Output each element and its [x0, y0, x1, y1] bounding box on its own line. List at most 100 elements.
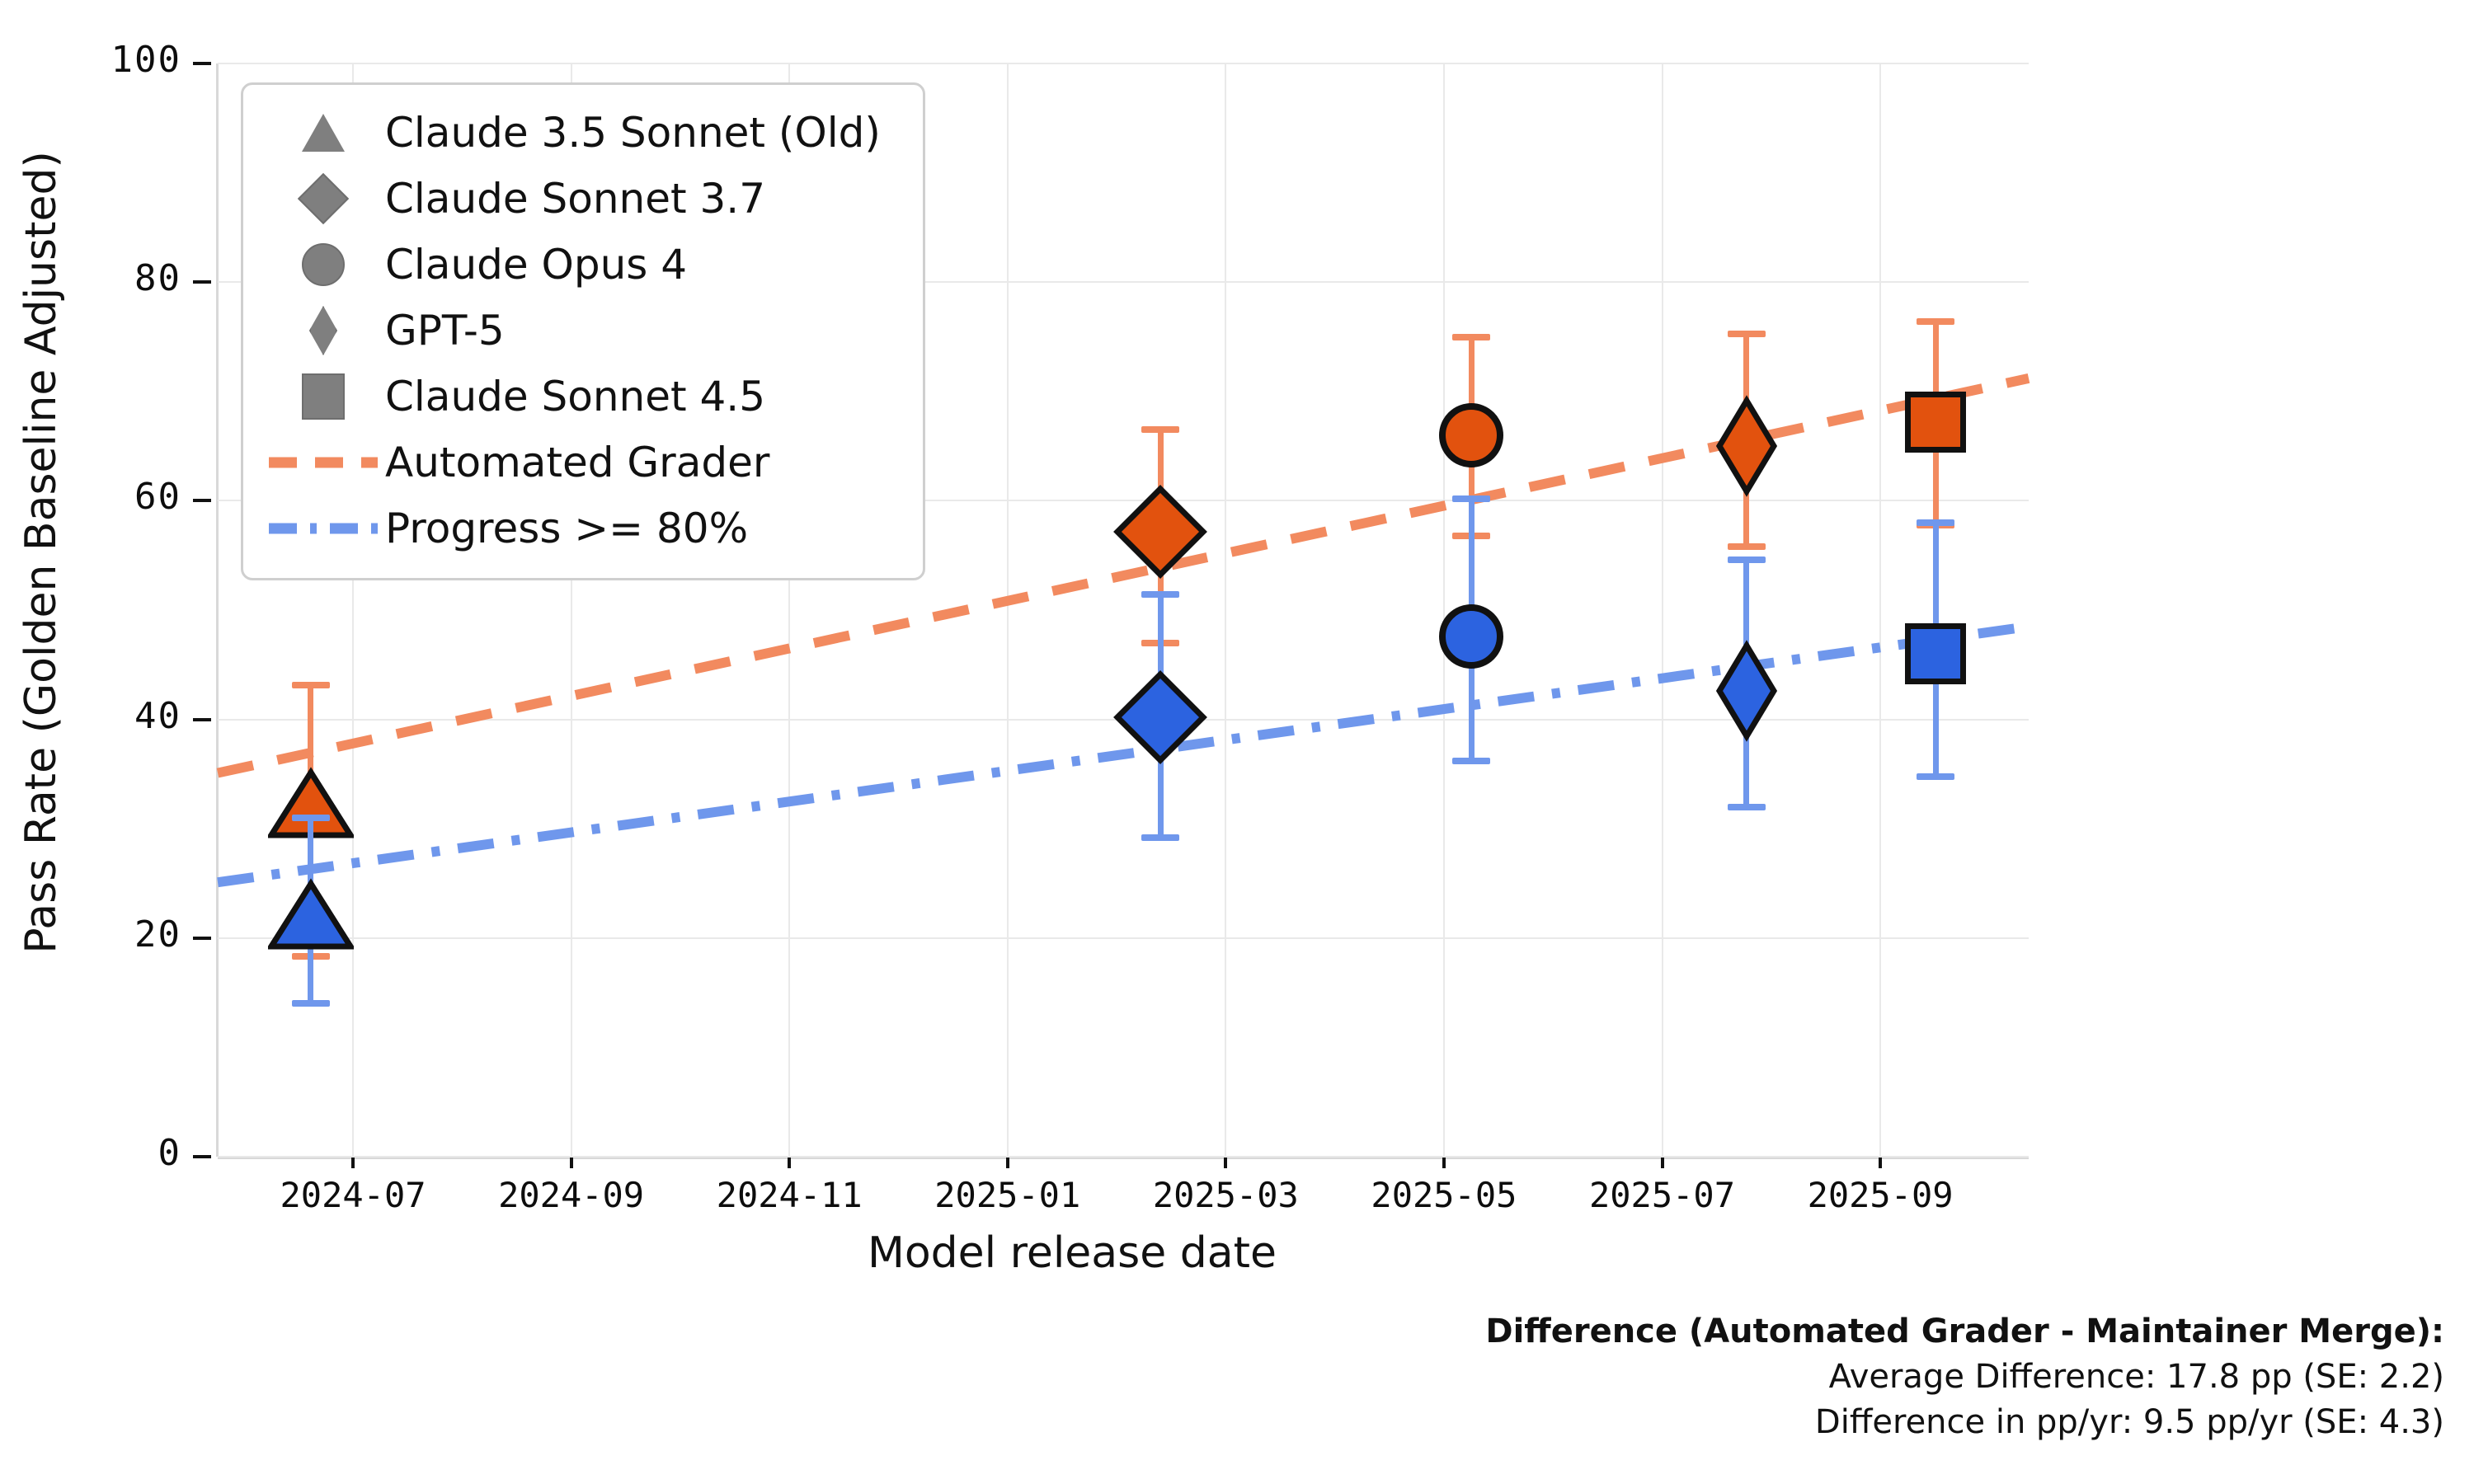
error-bar-cap	[1917, 773, 1955, 780]
y-tick-label: 100	[111, 39, 181, 81]
gridline-vertical	[352, 63, 355, 1157]
legend-item-label: GPT-5	[385, 307, 505, 355]
x-axis-title: Model release date	[867, 1228, 1277, 1278]
gridline-vertical	[1006, 63, 1009, 1157]
chart-legend[interactable]: Claude 3.5 Sonnet (Old) Claude Sonnet 3.7…	[241, 82, 925, 580]
legend-swatch	[309, 306, 337, 355]
difference-annotation: Difference (Automated Grader - Maintaine…	[1485, 1309, 2444, 1446]
triangle-marker-icon	[261, 114, 385, 152]
gridline-vertical	[1225, 63, 1227, 1157]
data-point-thin-diamond	[1714, 395, 1780, 497]
data-point-square	[1905, 391, 1967, 453]
gridline-horizontal	[218, 500, 2029, 502]
data-point-triangle	[267, 878, 354, 950]
y-tick-label: 40	[134, 694, 181, 737]
y-axis-line	[216, 63, 219, 1157]
gridline-horizontal	[218, 937, 2029, 939]
annotation-average-difference: Average Difference: 17.8 pp (SE: 2.2)	[1828, 1358, 2444, 1397]
legend-item-line-dashed[interactable]: Automated Grader	[261, 430, 905, 495]
plot-area	[216, 63, 2030, 1158]
x-tick-mark	[1442, 1157, 1446, 1168]
gridline-vertical	[1661, 63, 1663, 1157]
x-tick-label: 2025-07	[1588, 1175, 1735, 1215]
error-bar-cap	[291, 682, 330, 689]
legend-item-triangle[interactable]: Claude 3.5 Sonnet (Old)	[261, 100, 905, 166]
square-marker-icon	[261, 373, 385, 420]
gridline-vertical	[1879, 63, 1882, 1157]
y-tick-label: 60	[134, 476, 181, 519]
y-tick-mark	[193, 62, 211, 65]
y-tick-mark	[193, 499, 211, 503]
x-axis-line	[218, 1156, 2029, 1159]
x-tick-mark	[351, 1157, 355, 1168]
y-tick-label: 0	[158, 1132, 181, 1174]
error-bar-cap	[1727, 330, 1766, 337]
x-tick-mark	[1660, 1157, 1664, 1168]
x-tick-label: 2025-01	[934, 1175, 1081, 1215]
error-bar-cap	[1917, 317, 1955, 325]
thin-diamond-marker-icon	[261, 306, 385, 355]
error-bar-cap	[1452, 333, 1491, 340]
legend-item-line-dashdot[interactable]: Progress >= 80%	[261, 495, 905, 561]
annotation-heading: Difference (Automated Grader - Maintaine…	[1485, 1313, 2444, 1350]
diamond-marker-icon	[261, 172, 385, 225]
legend-item-diamond[interactable]: Claude Sonnet 3.7	[261, 166, 905, 232]
error-bar-cap	[1452, 495, 1491, 502]
legend-item-label: Claude Sonnet 3.7	[385, 175, 766, 223]
trendline	[217, 621, 2030, 888]
x-tick-mark	[1005, 1157, 1009, 1168]
legend-swatch	[302, 243, 345, 286]
x-tick-label: 2025-03	[1152, 1175, 1299, 1215]
legend-item-label: Claude Opus 4	[385, 241, 688, 289]
error-bar-cap	[1917, 519, 1955, 526]
gridline-horizontal	[218, 281, 2029, 284]
y-tick-mark	[193, 1155, 211, 1158]
error-bar-cap	[1727, 803, 1766, 810]
legend-item-circle[interactable]: Claude Opus 4	[261, 232, 905, 298]
error-bar-cap	[1141, 591, 1180, 599]
gridline-horizontal	[218, 1156, 2029, 1158]
legend-item-thin-diamond[interactable]: GPT-5	[261, 298, 905, 364]
error-bar-cap	[291, 814, 330, 821]
data-point-diamond	[1112, 669, 1209, 766]
data-point-diamond	[1112, 483, 1209, 580]
gridline-horizontal	[218, 63, 2029, 64]
x-tick-label: 2024-11	[716, 1175, 863, 1215]
error-bar-cap	[1141, 426, 1180, 434]
x-tick-label: 2025-09	[1807, 1175, 1954, 1215]
error-bar-cap	[1727, 556, 1766, 563]
y-tick-mark	[193, 717, 211, 721]
x-tick-mark	[1224, 1157, 1228, 1168]
x-tick-mark	[569, 1157, 573, 1168]
data-point-thin-diamond	[1714, 640, 1780, 742]
x-tick-label: 2024-09	[498, 1175, 645, 1215]
gridline-vertical	[570, 63, 572, 1157]
annotation-difference-per-year: Difference in pp/yr: 9.5 pp/yr (SE: 4.3)	[1814, 1403, 2444, 1442]
x-tick-label: 2024-07	[280, 1175, 426, 1215]
y-tick-label: 20	[134, 913, 181, 956]
error-bar-cap	[291, 1000, 330, 1007]
y-tick-mark	[193, 280, 211, 284]
dashed-line-icon	[261, 454, 385, 471]
circle-marker-icon	[261, 243, 385, 286]
data-point-circle	[1439, 402, 1504, 467]
error-bar-cap	[1452, 757, 1491, 764]
x-tick-label: 2025-05	[1371, 1175, 1517, 1215]
gridline-vertical	[788, 63, 791, 1157]
legend-swatch	[297, 172, 350, 225]
legend-item-label: Claude Sonnet 4.5	[385, 373, 766, 420]
error-bar-cap	[1727, 543, 1766, 551]
gridline-vertical	[1442, 63, 1445, 1157]
legend-item-label: Automated Grader	[385, 439, 770, 486]
y-tick-mark	[193, 936, 211, 940]
error-bar-cap	[1141, 834, 1180, 841]
dashdot-line-icon	[261, 520, 385, 537]
legend-item-label: Progress >= 80%	[385, 505, 749, 552]
data-point-square	[1905, 623, 1967, 685]
x-tick-mark	[1879, 1157, 1883, 1168]
data-point-circle	[1439, 603, 1504, 669]
y-tick-label: 80	[134, 257, 181, 300]
x-tick-mark	[788, 1157, 792, 1168]
legend-item-square[interactable]: Claude Sonnet 4.5	[261, 364, 905, 430]
